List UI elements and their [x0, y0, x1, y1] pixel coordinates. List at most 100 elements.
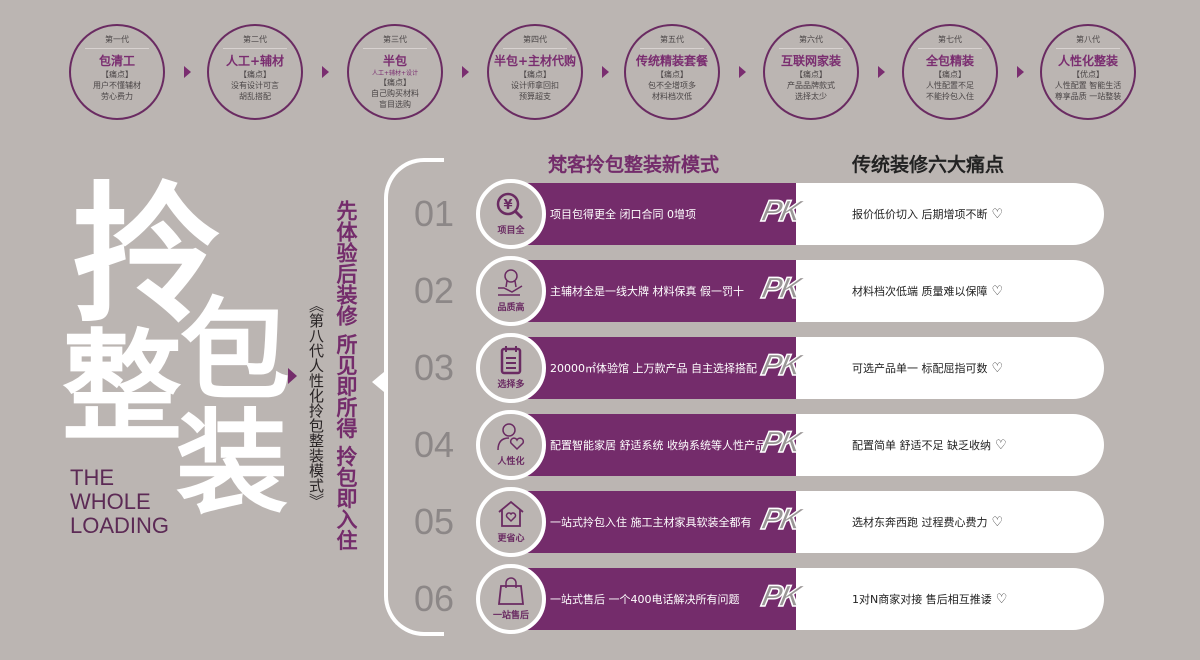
pain-text: 材料档次低端 质量难以保障	[852, 285, 988, 298]
generation-circle: 第八代 人性化整装 【优点】 人性配置 智能生活 尊享品质 一站整装	[1040, 24, 1136, 120]
pain-text: 可选产品单一 标配屈指可数	[852, 362, 988, 375]
generation-line: 设计师拿回扣	[511, 81, 559, 90]
pain-text: 1对N商家对接 售后相互推诿	[852, 593, 992, 606]
svg-text:¥: ¥	[503, 198, 512, 213]
hero-char-1: 拎	[72, 167, 223, 343]
comparison-row: 02 品质高 主辅材全是一线大牌 材料保真 假一罚十 PK 材料档次低端 质量难…	[400, 256, 1110, 326]
broken-heart-icon: ♡	[995, 592, 1008, 607]
benefit-bar	[500, 491, 796, 553]
pk-logo: PK	[758, 271, 804, 306]
pain-text: 配置简单 舒适不足 缺乏收纳	[852, 439, 991, 452]
generation-number: 第三代	[363, 34, 427, 49]
broken-heart-icon: ♡	[991, 361, 1004, 376]
bracket-pointer	[372, 372, 384, 392]
benefit-text: 项目包得更全 闭口合同 0增项	[550, 208, 696, 221]
row-number: 03	[414, 347, 455, 388]
pain-points-header: 传统装修六大痛点	[852, 154, 1005, 176]
arrow-icon	[602, 66, 609, 78]
pain-text: 选材东奔西跑 过程费心费力	[852, 516, 988, 529]
generation-tag: 【痛点】	[379, 78, 411, 87]
feature-label: 一站售后	[492, 611, 529, 621]
generation-number: 第二代	[223, 34, 287, 49]
pain-point: 1对N商家对接 售后相互推诿 ♡	[852, 591, 1007, 607]
feature-label: 项目全	[497, 226, 525, 236]
row-number: 06	[414, 578, 455, 619]
new-mode-header: 梵客拎包整装新模式	[548, 154, 720, 176]
english-title: THE WHOLE LOADING	[70, 466, 169, 538]
benefit-text: 配置智能家居 舒适系统 收纳系统等人性产品	[550, 439, 766, 452]
pain-text: 报价低价切入 后期增项不断	[852, 208, 988, 221]
broken-heart-icon: ♡	[991, 515, 1004, 530]
benefit-bar	[500, 337, 796, 399]
generation-circle: 第三代 半包 人工+辅材+设计 【痛点】 自己购买材料 盲目选购	[347, 24, 443, 120]
feature-badge: ¥ 项目全	[476, 179, 546, 249]
row-number: 01	[414, 193, 455, 234]
generation-title: 半包	[382, 54, 407, 68]
generation-line: 人性配置不足	[926, 81, 974, 90]
generation-circle: 第五代 传统精装套餐 【痛点】 包不全增项多 材料档次低	[624, 24, 720, 120]
award-hand-icon	[480, 268, 542, 298]
generation-tag: 【优点】	[1072, 70, 1104, 79]
generation-line: 劳心费力	[101, 92, 133, 101]
english-line: LOADING	[70, 513, 170, 538]
benefit-text: 20000㎡体验馆 上万款产品 自主选择搭配	[550, 362, 757, 375]
comparison-row: 03 选择多 20000㎡体验馆 上万款产品 自主选择搭配 PK 可选产品单一 …	[400, 333, 1110, 403]
feature-badge: 品质高	[476, 256, 546, 326]
row-number: 02	[414, 270, 455, 311]
house-heart-icon	[480, 499, 542, 529]
arrow-icon	[878, 66, 885, 78]
benefit-bar	[500, 260, 796, 322]
generation-circle: 第七代 全包精装 【痛点】 人性配置不足 不能拎包入住	[902, 24, 998, 120]
pk-logo: PK	[758, 194, 804, 229]
benefit-text: 一站式拎包入住 施工主材家具软装全都有	[550, 516, 752, 529]
generation-subtitle: 人工+辅材+设计	[371, 70, 419, 77]
generation-line: 没有设计可言	[231, 81, 279, 90]
pain-point: 配置简单 舒适不足 缺乏收纳 ♡	[852, 437, 1007, 453]
slogan: 先体验后装修 所见即所得 拎包即入住	[334, 200, 358, 551]
generation-circle: 第一代 包清工 【痛点】 用户不懂辅材 劳心费力	[69, 24, 165, 120]
feature-label: 品质高	[497, 303, 525, 313]
generation-number: 第一代	[85, 34, 149, 49]
feature-badge: 一站售后	[476, 564, 546, 634]
generation-line: 包不全增项多	[648, 81, 696, 90]
pain-bar	[796, 183, 1104, 245]
pain-bar	[796, 414, 1104, 476]
arrow-icon	[462, 66, 469, 78]
arrow-icon	[288, 368, 297, 384]
generation-tag: 【痛点】	[795, 70, 827, 79]
generation-title: 传统精装套餐	[635, 54, 708, 68]
generation-number: 第四代	[503, 34, 567, 49]
feature-badge: 更省心	[476, 487, 546, 557]
arrow-icon	[1017, 66, 1024, 78]
generation-number: 第八代	[1056, 34, 1120, 49]
generation-title: 全包精装	[925, 54, 974, 68]
calendar-list-icon	[480, 345, 542, 375]
hero-char-3: 整	[62, 317, 182, 458]
generation-line: 材料档次低	[652, 92, 692, 101]
feature-badge: 人性化	[476, 410, 546, 480]
generation-number: 第六代	[779, 34, 843, 49]
generation-number: 第七代	[918, 34, 982, 49]
generation-tag: 【痛点】	[101, 70, 133, 79]
pain-bar	[796, 568, 1104, 630]
generation-line: 人性配置 智能生活	[1054, 81, 1122, 90]
generation-title: 人性化整装	[1057, 54, 1118, 68]
pain-point: 可选产品单一 标配屈指可数 ♡	[852, 360, 1003, 376]
broken-heart-icon: ♡	[995, 438, 1007, 453]
generation-line: 盲目选购	[379, 100, 411, 109]
comparison-row: 06 一站售后 一站式售后 一个400电话解决所有问题 PK 1对N商家对接 售…	[400, 564, 1110, 634]
pk-logo: PK	[758, 502, 804, 537]
generation-title: 半包+主材代购	[493, 54, 577, 68]
generation-line: 用户不懂辅材	[93, 81, 141, 90]
generation-line: 不能拎包入住	[926, 92, 974, 101]
row-number: 05	[414, 501, 455, 542]
benefit-text: 主辅材全是一线大牌 材料保真 假一罚十	[550, 285, 744, 298]
english-line: THE	[70, 465, 114, 490]
generation-title: 互联网家装	[780, 54, 841, 68]
feature-label: 更省心	[497, 534, 525, 544]
pain-point: 报价低价切入 后期增项不断 ♡	[852, 206, 1003, 222]
pain-bar	[796, 491, 1104, 553]
pk-logo: PK	[758, 579, 804, 614]
generation-tag: 【痛点】	[934, 70, 966, 79]
english-line: WHOLE	[70, 489, 151, 514]
